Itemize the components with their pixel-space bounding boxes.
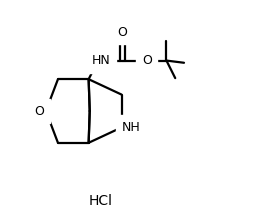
Text: HCl: HCl	[89, 194, 113, 208]
Text: O: O	[142, 54, 152, 67]
Text: NH: NH	[121, 121, 140, 134]
Text: HN: HN	[91, 54, 110, 67]
Text: O: O	[118, 26, 128, 39]
Text: O: O	[34, 105, 44, 117]
